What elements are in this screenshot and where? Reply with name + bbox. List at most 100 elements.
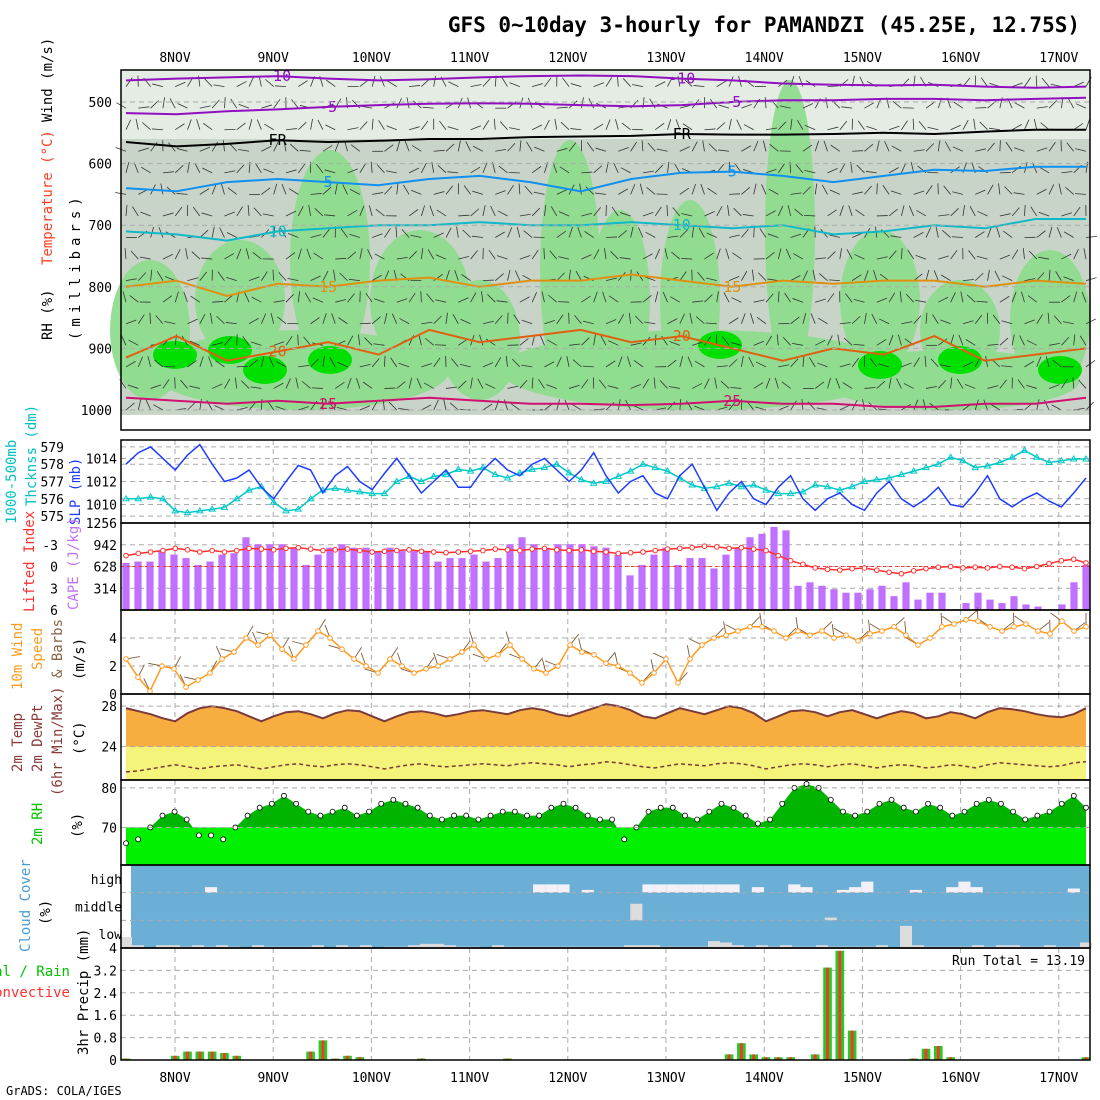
wind-barb	[306, 248, 311, 260]
wind-barb	[533, 191, 545, 195]
cloud-gap-bar-high	[800, 887, 813, 893]
slp-line	[125, 443, 1087, 512]
cape-bar	[554, 544, 562, 610]
wind-barb	[793, 253, 804, 260]
wind-barb	[408, 126, 420, 131]
wind-barb	[258, 75, 262, 87]
wind-barb	[1072, 377, 1075, 389]
temp-tick-label: 24	[101, 741, 117, 756]
thickness-line-point	[1069, 455, 1078, 462]
rh-point	[414, 804, 421, 811]
wind-barb	[785, 248, 791, 260]
wind-barb	[802, 103, 814, 109]
wind-barb	[681, 258, 693, 260]
wind-barb	[879, 273, 890, 281]
rh-point	[876, 800, 883, 807]
wind-barb	[137, 356, 143, 368]
wind-speed-line-point	[351, 656, 357, 662]
wind-barb	[718, 149, 730, 152]
wind-barb	[990, 403, 1001, 411]
wind-barb	[1073, 123, 1084, 131]
cloud-gap-bar-low	[360, 945, 372, 948]
wind-barb	[851, 274, 862, 281]
cloud-gap-bar-high	[703, 884, 716, 893]
thickness-line-point	[491, 470, 500, 478]
temp-tick-label: 28	[101, 700, 117, 715]
cape-tick-label: 1256	[86, 517, 117, 532]
wind-barb	[983, 399, 988, 411]
wind-barb	[208, 356, 213, 368]
wind-barb	[950, 124, 961, 131]
wind-barb	[350, 144, 361, 152]
wind-barb	[804, 125, 816, 131]
wind-speed-line-point	[819, 628, 825, 634]
wind-barb	[224, 253, 235, 260]
wind-barb	[132, 206, 139, 217]
cloud-gap-bar-low	[636, 945, 648, 948]
wind-barb	[938, 380, 947, 389]
wind-barb	[508, 127, 520, 131]
cloud-row-label: middle	[75, 901, 122, 916]
wind-barb	[669, 341, 680, 346]
rh-contour-fill	[290, 150, 370, 370]
wind-barb	[169, 98, 176, 109]
wind-barb	[581, 254, 592, 260]
cloud-gap-bar-low	[1008, 945, 1020, 948]
wind-barb	[777, 248, 782, 260]
cape-bar	[398, 551, 406, 610]
wind-barb	[408, 292, 416, 303]
wind-barb	[456, 226, 459, 238]
thickness-line-point	[860, 477, 869, 484]
wind-barb	[339, 272, 348, 281]
wind-barb	[871, 313, 878, 324]
wind-speed-line-point	[915, 642, 921, 648]
wind-barb	[248, 317, 259, 325]
wind-barb	[315, 163, 324, 174]
thickness-line-point	[159, 494, 167, 502]
wind-speed-line-point	[627, 670, 633, 676]
wind-barb	[969, 206, 976, 217]
rh-point	[1058, 800, 1065, 807]
wind-speed-line-point	[375, 670, 381, 676]
cape-bar	[710, 568, 718, 610]
lifted-index-line-point	[984, 565, 991, 571]
wind-barb	[933, 270, 939, 281]
wind-barb	[556, 230, 567, 238]
wind-barb	[642, 253, 653, 260]
wind-speed-line-point	[459, 649, 465, 655]
date-label-bottom: 11NOV	[450, 1071, 489, 1086]
rh-units-label: (%)	[70, 813, 86, 838]
wind-barb	[224, 336, 232, 346]
wind-barb	[329, 357, 336, 368]
wind-barb	[335, 299, 347, 303]
wind-tick-label: 0	[109, 688, 117, 703]
wind-barb	[913, 149, 925, 152]
wind-barb	[174, 206, 183, 217]
precip-convective-bar	[936, 1046, 940, 1060]
thickness-line-point	[922, 463, 930, 471]
rh-point	[706, 808, 713, 815]
wind-speed-line-point	[303, 642, 309, 648]
wind-barb	[683, 78, 693, 87]
wind-barb	[802, 186, 811, 195]
wind-barb	[790, 275, 801, 281]
wind-barb	[901, 362, 912, 368]
wind-barb	[261, 313, 267, 324]
wind-barb	[470, 250, 478, 260]
wind-barb	[728, 76, 734, 87]
cape-bar	[494, 558, 502, 610]
wind-barb	[190, 295, 201, 303]
wind-barb	[420, 248, 424, 260]
precip-convective-bar	[309, 1051, 313, 1060]
rh-point	[827, 796, 834, 803]
wind-barb	[716, 80, 727, 87]
wind-barb	[845, 293, 853, 303]
wind-barb	[418, 334, 422, 346]
wind-barb	[472, 190, 484, 195]
thickness-line	[126, 449, 1086, 514]
wind-speed-line-point	[723, 632, 729, 639]
wind-barb	[519, 213, 531, 217]
thickness-tick-label: 575	[41, 510, 64, 525]
wind-barb	[297, 334, 299, 346]
wind-barb	[543, 248, 545, 260]
